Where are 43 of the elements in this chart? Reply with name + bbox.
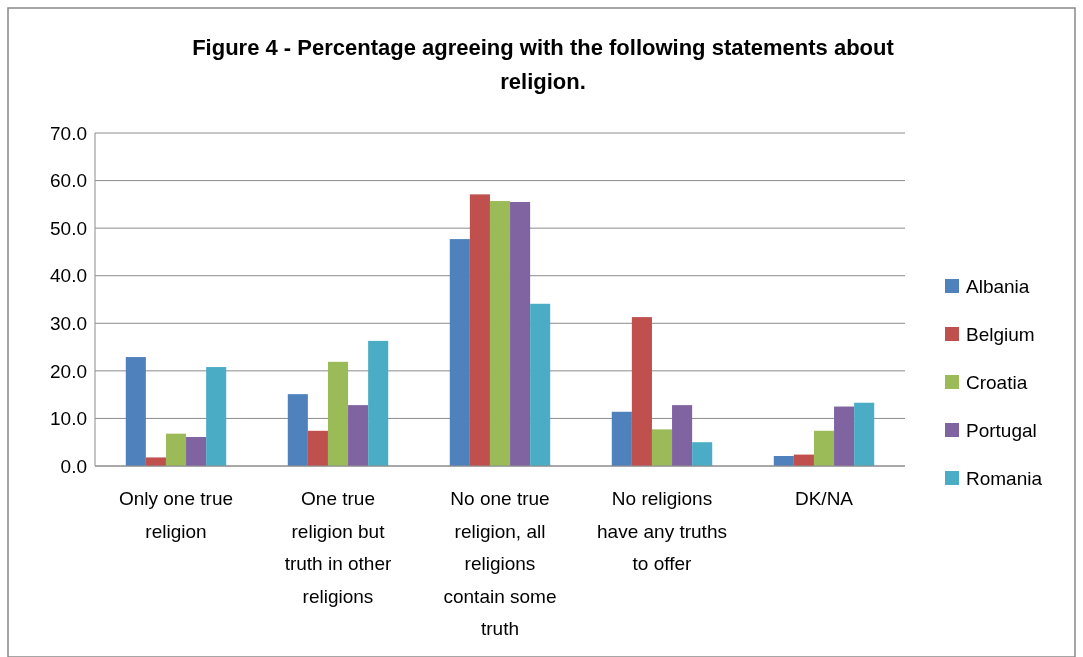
bar	[489, 201, 511, 466]
bar	[834, 406, 855, 466]
legend-label: Albania	[966, 275, 1030, 297]
y-tick-label: 10.0	[50, 408, 87, 430]
bar	[651, 429, 673, 466]
bar	[307, 430, 328, 466]
bar	[611, 411, 632, 466]
bar	[145, 457, 166, 466]
bar	[692, 442, 713, 466]
y-tick-label: 60.0	[50, 170, 87, 192]
bar	[773, 456, 794, 466]
y-tick-label: 50.0	[50, 217, 87, 239]
bar	[348, 405, 369, 466]
y-tick-label: 70.0	[50, 122, 87, 144]
y-tick-label: 40.0	[50, 265, 87, 287]
bar	[813, 430, 835, 466]
bar	[206, 367, 227, 466]
bar	[165, 433, 187, 466]
bar	[469, 194, 490, 466]
legend-label: Portugal	[966, 419, 1037, 441]
x-tick-label: One true religion but truth in other religions	[284, 488, 393, 607]
bar	[449, 239, 470, 466]
bar	[327, 361, 349, 466]
y-tick-label: 0.0	[60, 455, 87, 477]
bar	[368, 340, 389, 466]
chart-title: Figure 4 - Percentage agreeing with the following statements about religion.	[192, 35, 895, 94]
legend-label: Belgium	[966, 323, 1035, 345]
bar	[631, 317, 652, 466]
bar	[510, 201, 531, 466]
bar	[530, 303, 551, 466]
x-tick-label: No one true religion, all religions contain some truth	[443, 488, 557, 639]
y-tick-label: 20.0	[50, 360, 87, 382]
bar	[854, 402, 875, 466]
bar	[186, 436, 207, 466]
x-tick-label: No religions have any truths to offer	[597, 488, 727, 574]
bar	[672, 405, 693, 466]
bar	[287, 394, 308, 466]
x-tick-label: DK/NA	[794, 488, 854, 509]
legend-label: Croatia	[966, 371, 1028, 393]
legend-label: Romania	[966, 467, 1043, 489]
x-tick-label: Only one true religion	[118, 488, 234, 542]
bar	[125, 357, 146, 466]
y-tick-label: 30.0	[50, 312, 87, 334]
